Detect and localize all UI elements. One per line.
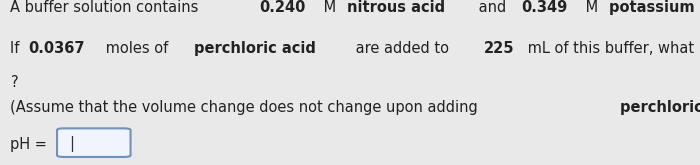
Text: pH =: pH =: [10, 136, 52, 151]
Text: M: M: [581, 0, 603, 15]
FancyBboxPatch shape: [57, 128, 130, 157]
Text: (Assume that the volume change does not change upon adding: (Assume that the volume change does not …: [10, 100, 483, 115]
Text: M: M: [319, 0, 341, 15]
Text: mL of this buffer, what is the pH of the resulting solution: mL of this buffer, what is the pH of the…: [523, 41, 700, 56]
Text: 0.349: 0.349: [522, 0, 568, 15]
Text: 0.240: 0.240: [260, 0, 306, 15]
Text: If: If: [10, 41, 25, 56]
Text: moles of: moles of: [102, 41, 174, 56]
Text: and: and: [474, 0, 511, 15]
Text: |: |: [69, 136, 74, 152]
Text: 225: 225: [484, 41, 514, 56]
Text: perchloric acid: perchloric acid: [194, 41, 316, 56]
Text: are added to: are added to: [351, 41, 454, 56]
Text: perchloric acid: perchloric acid: [620, 100, 700, 115]
Text: nitrous acid: nitrous acid: [347, 0, 446, 15]
Text: ?: ?: [10, 75, 18, 90]
Text: potassium nitrite: potassium nitrite: [610, 0, 700, 15]
Text: 0.0367: 0.0367: [29, 41, 85, 56]
Text: A buffer solution contains: A buffer solution contains: [10, 0, 204, 15]
